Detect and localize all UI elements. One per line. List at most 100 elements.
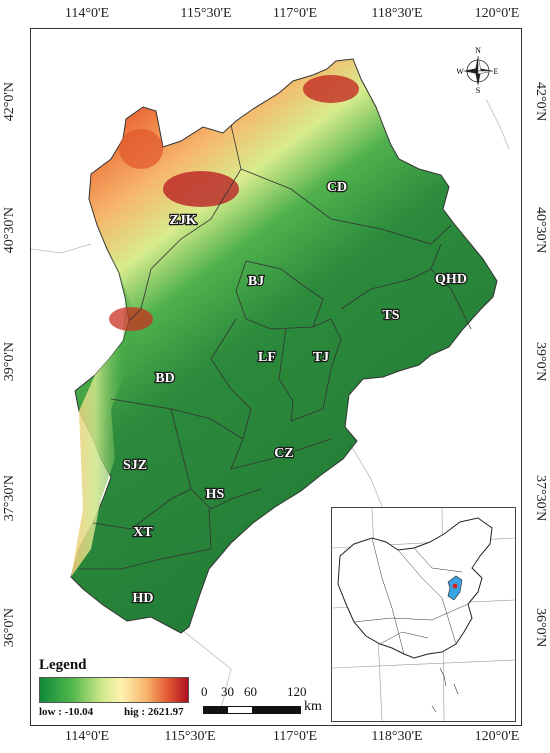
scale-bar: 0 30 60 120 km <box>201 684 361 720</box>
island-line-2 <box>453 683 459 695</box>
boundary-bd-south <box>110 398 244 440</box>
boundary-qhd <box>430 243 442 270</box>
lon-tick-bottom-4: 118°30'E <box>371 729 423 744</box>
scale-label-60: 60 <box>244 684 257 699</box>
chengde-peak <box>303 75 359 103</box>
island-line-3 <box>431 705 437 713</box>
lon-tick-bottom-2: 115°30'E <box>164 729 216 744</box>
china-boundary <box>337 517 493 659</box>
lon-tick-top-1: 114°0'E <box>64 6 110 21</box>
bashang-peak <box>163 171 239 207</box>
scale-label-120: 120 <box>287 684 307 699</box>
lon-tick-bottom-5: 120°0'E <box>474 729 520 744</box>
compass-icon: N S E W <box>456 46 499 95</box>
lat-tick-left-3: 39°0'N <box>2 342 18 386</box>
boundary-lf <box>278 328 294 422</box>
legend-low-value: low : -10.04 <box>39 706 94 718</box>
lat-tick-left-4: 37°30'N <box>2 475 18 526</box>
lat-tick-right-4-text: 37°30'N <box>533 475 548 522</box>
city-label-hs: HS <box>206 487 225 502</box>
lat-tick-left-3-text: 39°0'N <box>2 342 17 382</box>
boundary-ts <box>340 268 472 330</box>
boundary-hs-xt <box>208 508 212 550</box>
lat-tick-left-1-text: 42°0'N <box>2 82 17 122</box>
lon-tick-top-2: 115°30'E <box>180 6 232 21</box>
lon-tick-bottom-1: 114°0'E <box>64 729 110 744</box>
compass-s: S <box>476 86 480 95</box>
province-line-1 <box>371 537 405 655</box>
scale-label-0: 0 <box>201 684 208 699</box>
lat-tick-right-2-text: 40°30'N <box>533 207 548 254</box>
city-label-cz: CZ <box>274 446 293 461</box>
boundary-bd-east <box>210 318 252 470</box>
compass-rose: N S E W <box>456 45 499 95</box>
city-label-hd: HD <box>133 591 154 606</box>
neighbor-border-2 <box>485 98 510 150</box>
scale-bar-graphic <box>203 706 301 714</box>
boundary-tj <box>290 318 342 422</box>
city-label-bd: BD <box>155 371 174 386</box>
scale-segment-2 <box>228 707 252 713</box>
city-label-sjz: SJZ <box>123 458 147 473</box>
city-boundaries <box>79 124 472 570</box>
lat-tick-left-1: 42°0'N <box>2 82 18 126</box>
china-outline <box>331 507 516 722</box>
lat-tick-right-1-text: 42°0'N <box>533 82 548 122</box>
lon-tick-bottom-3: 117°0'E <box>272 729 318 744</box>
city-label-bj: BJ <box>248 274 264 289</box>
lon-tick-top-3: 117°0'E <box>272 6 318 21</box>
scale-segment-3 <box>252 707 300 713</box>
city-label-tj: TJ <box>313 350 329 365</box>
south-china-sea-islands <box>431 667 459 713</box>
boundary-cz-north <box>230 438 332 470</box>
scale-segment-1 <box>204 707 228 713</box>
lat-tick-right-5-text: 36°0'N <box>533 608 548 648</box>
province-line-4 <box>413 547 463 573</box>
city-label-ts: TS <box>382 308 399 323</box>
neighbor-border-1 <box>31 243 92 254</box>
scale-label-30: 30 <box>221 684 234 699</box>
city-label-lf: LF <box>258 350 276 365</box>
legend-title: Legend <box>39 657 87 673</box>
legend-high-value: hig : 2621.97 <box>124 706 184 718</box>
lat-tick-left-2-text: 40°30'N <box>2 207 17 254</box>
city-label-cd: CD <box>327 180 347 195</box>
beijing-marker <box>452 583 458 589</box>
map-frame: ZJK CD BJ QHD TS LF TJ BD CZ SJZ HS XT H… <box>30 28 522 726</box>
compass-w: W <box>457 67 464 76</box>
island-line-1 <box>439 667 447 687</box>
lat-tick-right-1: 42°0'N <box>532 82 548 126</box>
province-line-5 <box>379 631 429 645</box>
china-inset-map <box>331 507 516 722</box>
boundary-sjz-east <box>170 408 192 500</box>
western-slope <box>71 225 141 577</box>
province-line-2 <box>397 549 457 645</box>
lat-tick-right-4: 37°30'N <box>532 475 548 526</box>
boundary-xt-north <box>92 498 172 530</box>
lat-tick-left-5-text: 36°0'N <box>2 608 17 648</box>
legend-color-ramp <box>39 677 189 703</box>
map-canvas: ZJK CD BJ QHD TS LF TJ BD CZ SJZ HS XT H… <box>31 58 510 710</box>
lat-tick-left-2: 40°30'N <box>2 207 18 258</box>
compass-n: N <box>475 46 481 55</box>
lat-tick-right-3-text: 39°0'N <box>533 342 548 382</box>
mountain-accents <box>109 75 359 331</box>
lon-tick-top-5: 120°0'E <box>474 6 520 21</box>
zjk-highland <box>119 129 163 169</box>
lat-tick-right-2: 40°30'N <box>532 207 548 258</box>
city-label-zjk: ZJK <box>169 213 196 228</box>
lat-tick-left-5: 36°0'N <box>2 608 18 652</box>
province-line-3 <box>353 603 469 623</box>
lat-tick-right-5: 36°0'N <box>532 608 548 652</box>
city-label-xt: XT <box>133 525 153 540</box>
compass-e: E <box>494 67 499 76</box>
legend: Legend low : -10.04 hig : 2621.97 <box>39 657 209 723</box>
lon-tick-top-4: 118°30'E <box>371 6 423 21</box>
boundary-cd-south <box>240 168 452 245</box>
city-label-qhd: QHD <box>435 272 467 287</box>
neighbor-border-4 <box>180 628 232 710</box>
lat-tick-left-4-text: 37°30'N <box>2 475 17 522</box>
graticule-3 <box>331 659 516 669</box>
boundary-hd-north <box>79 548 212 570</box>
boundary-hs <box>190 488 262 510</box>
